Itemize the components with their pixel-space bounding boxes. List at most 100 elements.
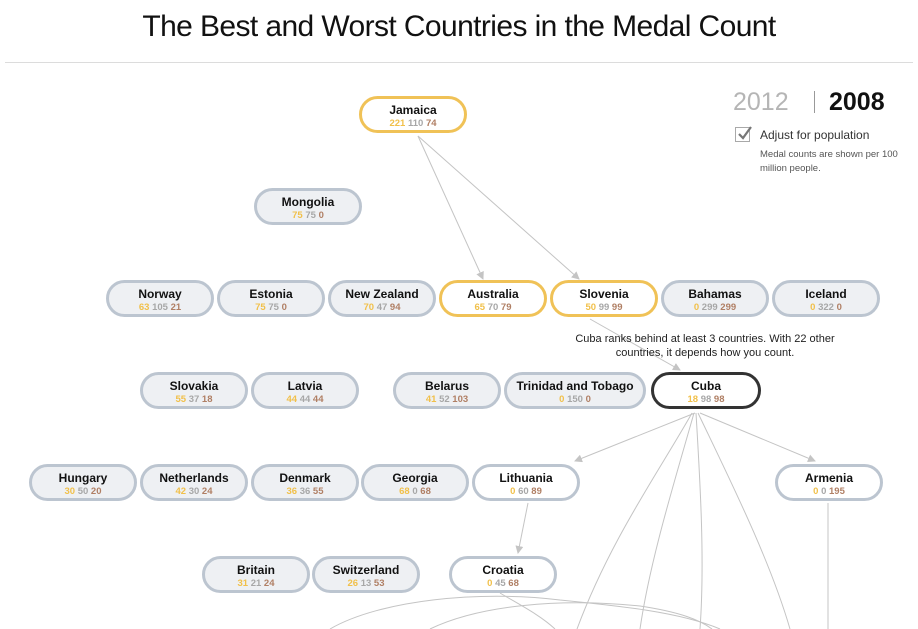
silver-count: 0 (412, 486, 418, 497)
medal-counts: 44 44 44 (254, 394, 356, 406)
year-2008-toggle[interactable]: 2008 (829, 88, 885, 116)
silver-count: 37 (188, 394, 200, 405)
edge-slovenia-cuba (589, 318, 681, 371)
silver-count: 44 (299, 394, 311, 405)
node-latvia[interactable]: Latvia 44 44 44 (251, 372, 359, 409)
node-cuba[interactable]: Cuba 18 98 98 (651, 372, 761, 409)
checkmark-icon (738, 126, 752, 140)
silver-count: 36 (299, 486, 311, 497)
silver-count: 52 (439, 394, 450, 405)
node-georgia[interactable]: Georgia 68 0 68 (361, 464, 469, 501)
gold-count: 26 (347, 578, 359, 589)
gold-count: 75 (292, 210, 303, 221)
bronze-count: 55 (312, 486, 324, 497)
page-title: The Best and Worst Countries in the Meda… (142, 10, 776, 43)
node-hungary[interactable]: Hungary 30 50 20 (29, 464, 137, 501)
country-name: Estonia (249, 287, 293, 301)
edge-lower-curve-1 (329, 595, 721, 629)
year-separator (814, 91, 815, 113)
silver-count: 110 (407, 118, 424, 129)
node-lithuania[interactable]: Lithuania 0 60 89 (472, 464, 580, 501)
node-netherlands[interactable]: Netherlands 42 30 24 (140, 464, 248, 501)
adjust-population-checkbox[interactable] (735, 126, 752, 142)
gold-count: 41 (425, 394, 437, 405)
node-australia[interactable]: Australia 65 70 79 (439, 280, 547, 317)
node-belarus[interactable]: Belarus 41 52 103 (393, 372, 501, 409)
bronze-count: 24 (201, 486, 213, 497)
silver-count: 45 (495, 578, 506, 589)
edge-cuba-armenia (699, 412, 816, 462)
medal-counts: 0 60 89 (475, 486, 577, 498)
gold-count: 36 (286, 486, 298, 497)
edge-jamaica-slovenia (417, 135, 580, 280)
country-name: Belarus (424, 379, 470, 393)
silver-count: 99 (598, 302, 610, 313)
country-name: New Zealand (345, 287, 419, 301)
adjust-population-label[interactable]: Adjust for population (760, 128, 870, 142)
medal-counts: 0 45 68 (452, 578, 554, 590)
country-name: Croatia (482, 563, 524, 577)
edge-croatia-down (499, 592, 556, 629)
bronze-count: 68 (508, 578, 519, 589)
node-denmark[interactable]: Denmark 36 36 55 (251, 464, 359, 501)
medal-counts: 31 21 24 (205, 578, 307, 590)
country-name: Trinidad and Tobago (516, 379, 634, 393)
medal-counts: 55 37 18 (143, 394, 245, 406)
gold-count: 75 (255, 302, 266, 313)
bronze-count: 0 (281, 302, 287, 313)
node-trinidad-and-tobago[interactable]: Trinidad and Tobago 0 150 0 (504, 372, 646, 409)
country-name: Iceland (805, 287, 847, 301)
edge-jamaica-australia (417, 135, 484, 280)
node-estonia[interactable]: Estonia 75 75 0 (217, 280, 325, 317)
medal-counts: 41 52 103 (396, 394, 498, 406)
gold-count: 30 (64, 486, 76, 497)
gold-count: 221 (389, 118, 406, 129)
node-iceland[interactable]: Iceland 0 322 0 (772, 280, 880, 317)
title-divider (5, 62, 913, 63)
bronze-count: 21 (170, 302, 182, 313)
bronze-count: 18 (201, 394, 213, 405)
gold-count: 65 (474, 302, 486, 313)
gold-count: 18 (687, 394, 699, 405)
medal-counts: 18 98 98 (654, 394, 758, 406)
country-name: Cuba (691, 379, 721, 393)
medal-counts: 0 322 0 (775, 302, 877, 314)
gold-count: 0 (487, 578, 493, 589)
node-jamaica[interactable]: Jamaica 221 110 74 (359, 96, 467, 133)
medal-counts: 0 0 195 (778, 486, 880, 498)
node-new-zealand[interactable]: New Zealand 70 47 94 (328, 280, 436, 317)
node-croatia[interactable]: Croatia 0 45 68 (449, 556, 557, 593)
year-2012-toggle[interactable]: 2012 (733, 88, 789, 116)
silver-count: 0 (821, 486, 827, 497)
node-armenia[interactable]: Armenia 0 0 195 (775, 464, 883, 501)
gold-count: 50 (585, 302, 597, 313)
edge-cuba-down-2 (639, 412, 695, 629)
gold-count: 31 (237, 578, 249, 589)
node-slovakia[interactable]: Slovakia 55 37 18 (140, 372, 248, 409)
bronze-count: 98 (713, 394, 725, 405)
gold-count: 0 (559, 394, 565, 405)
country-name: Netherlands (159, 471, 229, 485)
node-norway[interactable]: Norway 63 105 21 (106, 280, 214, 317)
gold-count: 0 (813, 486, 819, 497)
gold-count: 55 (175, 394, 187, 405)
node-britain[interactable]: Britain 31 21 24 (202, 556, 310, 593)
medal-counts: 68 0 68 (364, 486, 466, 498)
bronze-count: 20 (90, 486, 102, 497)
cuba-annotation: Cuba ranks behind at least 3 countries. … (575, 333, 835, 359)
country-name: Slovakia (169, 379, 219, 393)
medal-counts: 65 70 79 (442, 302, 544, 314)
medal-counts: 63 105 21 (109, 302, 211, 314)
edge-cuba-lithuania (574, 412, 696, 463)
medal-counts: 50 99 99 (553, 302, 655, 314)
gold-count: 63 (138, 302, 150, 313)
silver-count: 21 (250, 578, 262, 589)
silver-count: 75 (268, 302, 279, 313)
node-bahamas[interactable]: Bahamas 0 299 299 (661, 280, 769, 317)
node-slovenia[interactable]: Slovenia 50 99 99 (550, 280, 658, 317)
gold-count: 68 (399, 486, 410, 497)
node-switzerland[interactable]: Switzerland 26 13 53 (312, 556, 420, 593)
node-mongolia[interactable]: Mongolia 75 75 0 (254, 188, 362, 225)
country-name: Lithuania (499, 471, 553, 485)
